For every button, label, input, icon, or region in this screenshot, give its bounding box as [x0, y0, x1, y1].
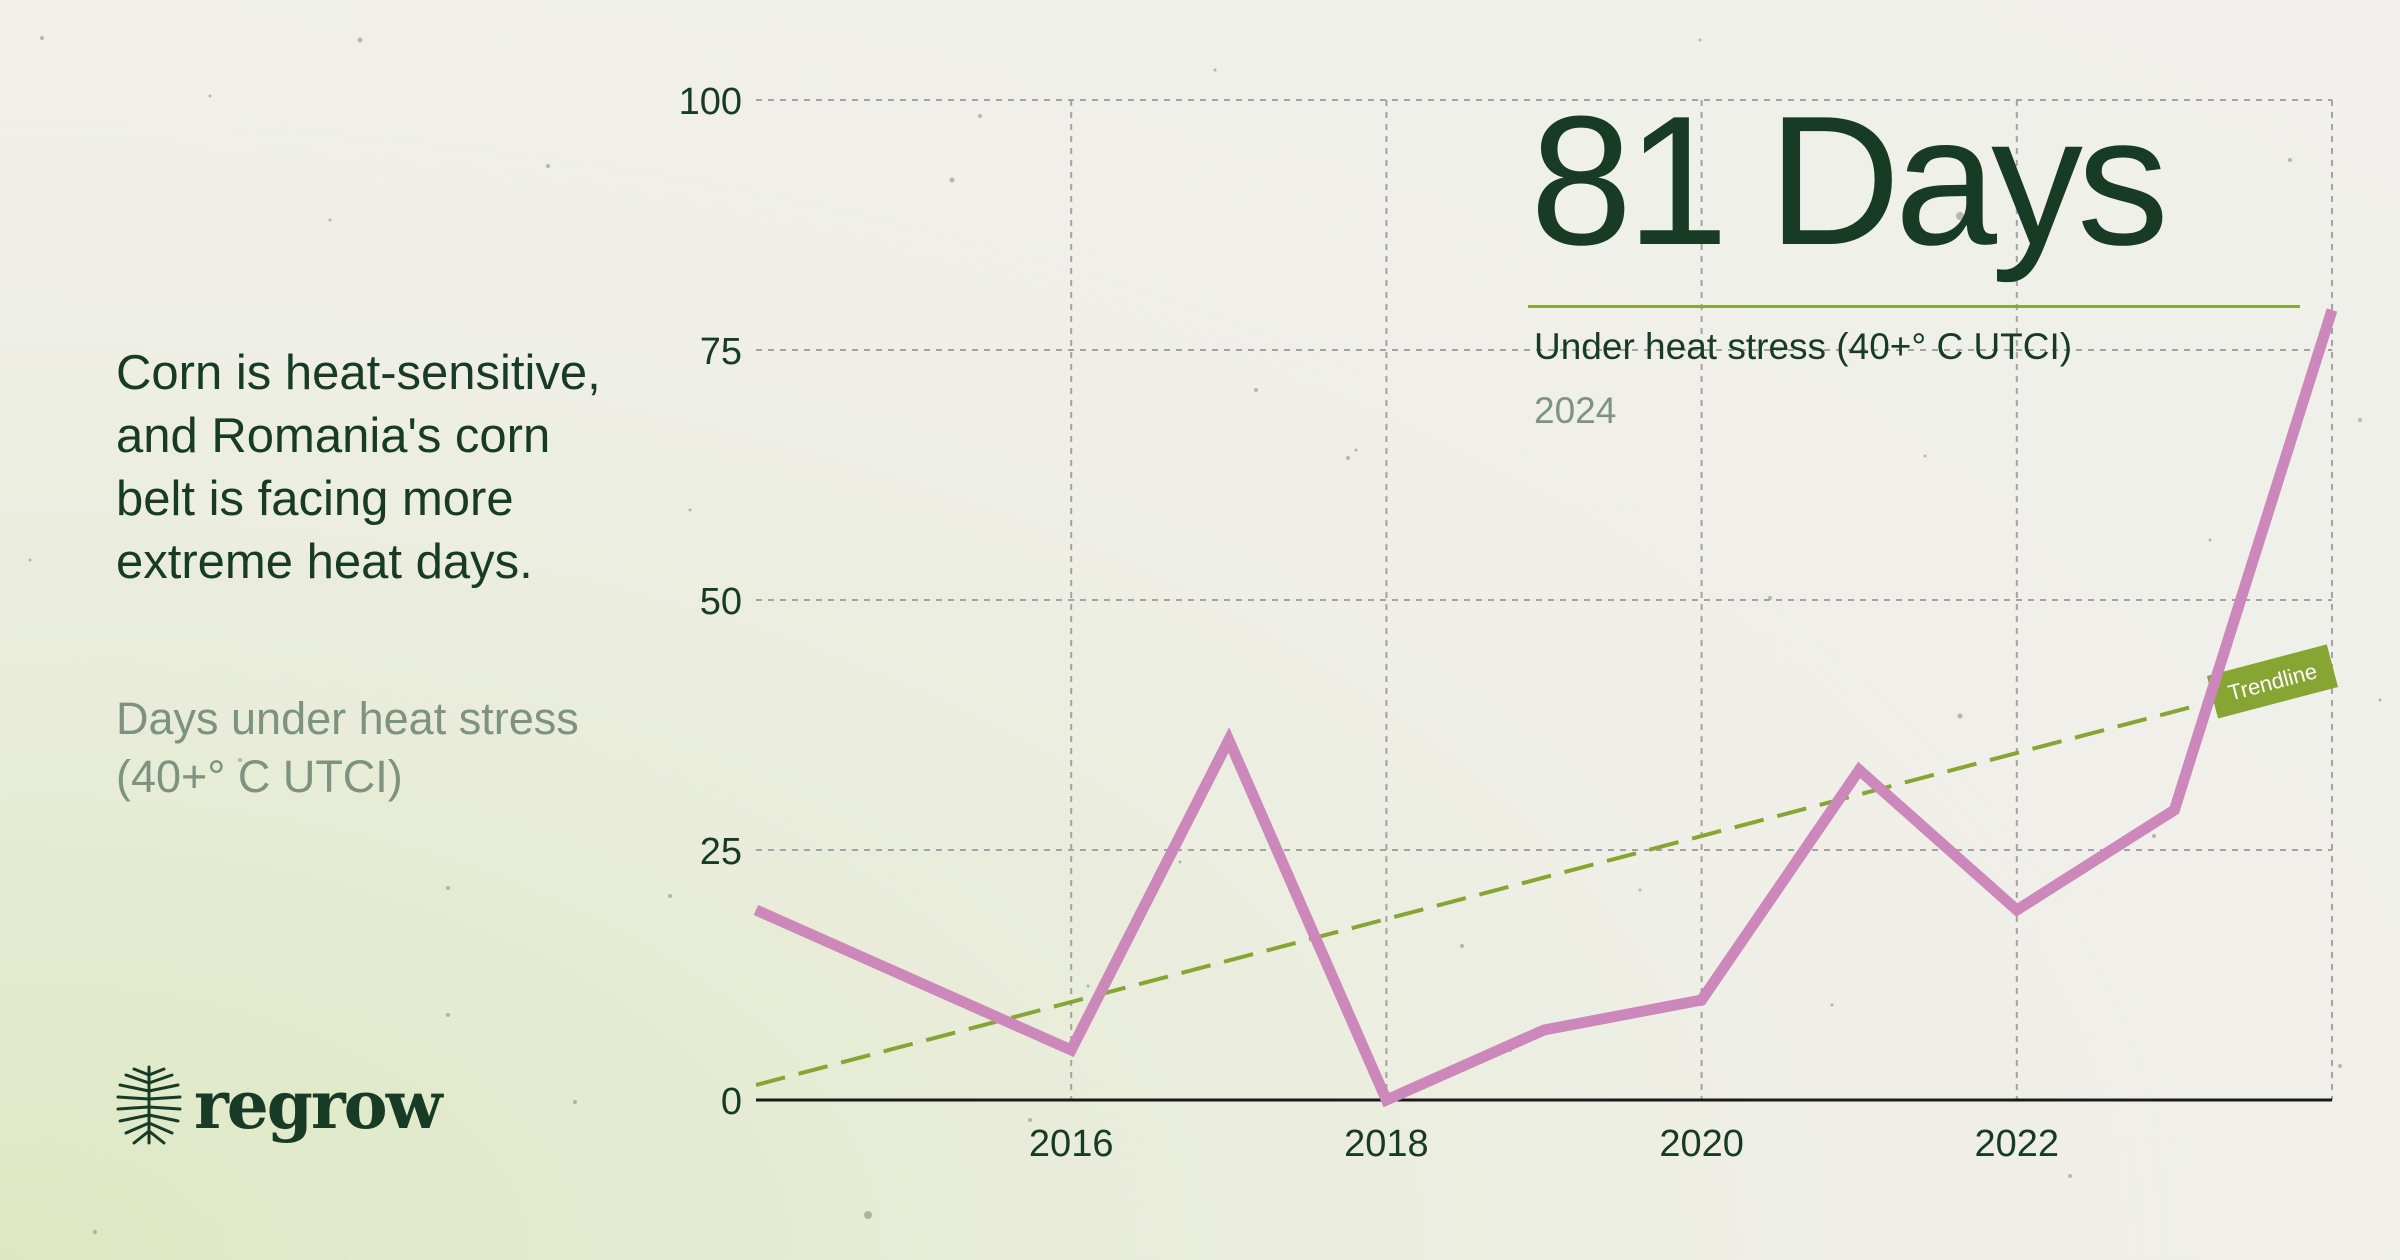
data-point	[2173, 809, 2175, 811]
stat-value: 81 Days	[1530, 77, 2169, 283]
data-point	[1858, 769, 1860, 771]
series-group	[753, 308, 2338, 1108]
y-tick-label: 50	[700, 581, 742, 623]
stat-label: Under heat stress (40+° C UTCI)	[1534, 326, 2073, 367]
regrow-logo[interactable]: regrow	[114, 1060, 443, 1150]
data-point	[755, 909, 757, 911]
x-tick-label: 2020	[1659, 1123, 1744, 1165]
series-line	[753, 308, 2338, 1108]
data-point	[2016, 909, 2018, 911]
x-tick-label: 2022	[1975, 1123, 2060, 1165]
x-tick-label: 2018	[1344, 1123, 1429, 1165]
trendline-label-box	[2206, 644, 2339, 719]
x-tick-label: 2016	[1029, 1123, 1114, 1165]
y-tick-label: 100	[679, 81, 742, 123]
logo-wordmark: regrow	[194, 1066, 443, 1144]
data-point	[1070, 1049, 1072, 1051]
subhead: Days under heat stress (40+° C UTCI)	[116, 693, 579, 802]
headline: Corn is heat-sensitive, and Romania's co…	[116, 346, 601, 589]
data-point	[1385, 1099, 1387, 1101]
data-point	[1701, 999, 1703, 1001]
stat-divider	[1528, 305, 2300, 308]
tree-roots-icon	[116, 1065, 182, 1145]
data-point	[1228, 739, 1230, 741]
y-tick-label: 75	[700, 331, 742, 373]
trendline	[755, 668, 2333, 1087]
chart-grid	[756, 99, 2333, 1100]
data-point	[1543, 1029, 1545, 1031]
chart-axes: 0 25 50 75 100 2016 2018 2020 2022	[679, 81, 2332, 1165]
data-point	[2331, 309, 2333, 311]
stat-year: 2024	[1534, 390, 1617, 431]
y-tick-label: 25	[700, 831, 742, 873]
y-tick-label: 0	[721, 1081, 742, 1123]
